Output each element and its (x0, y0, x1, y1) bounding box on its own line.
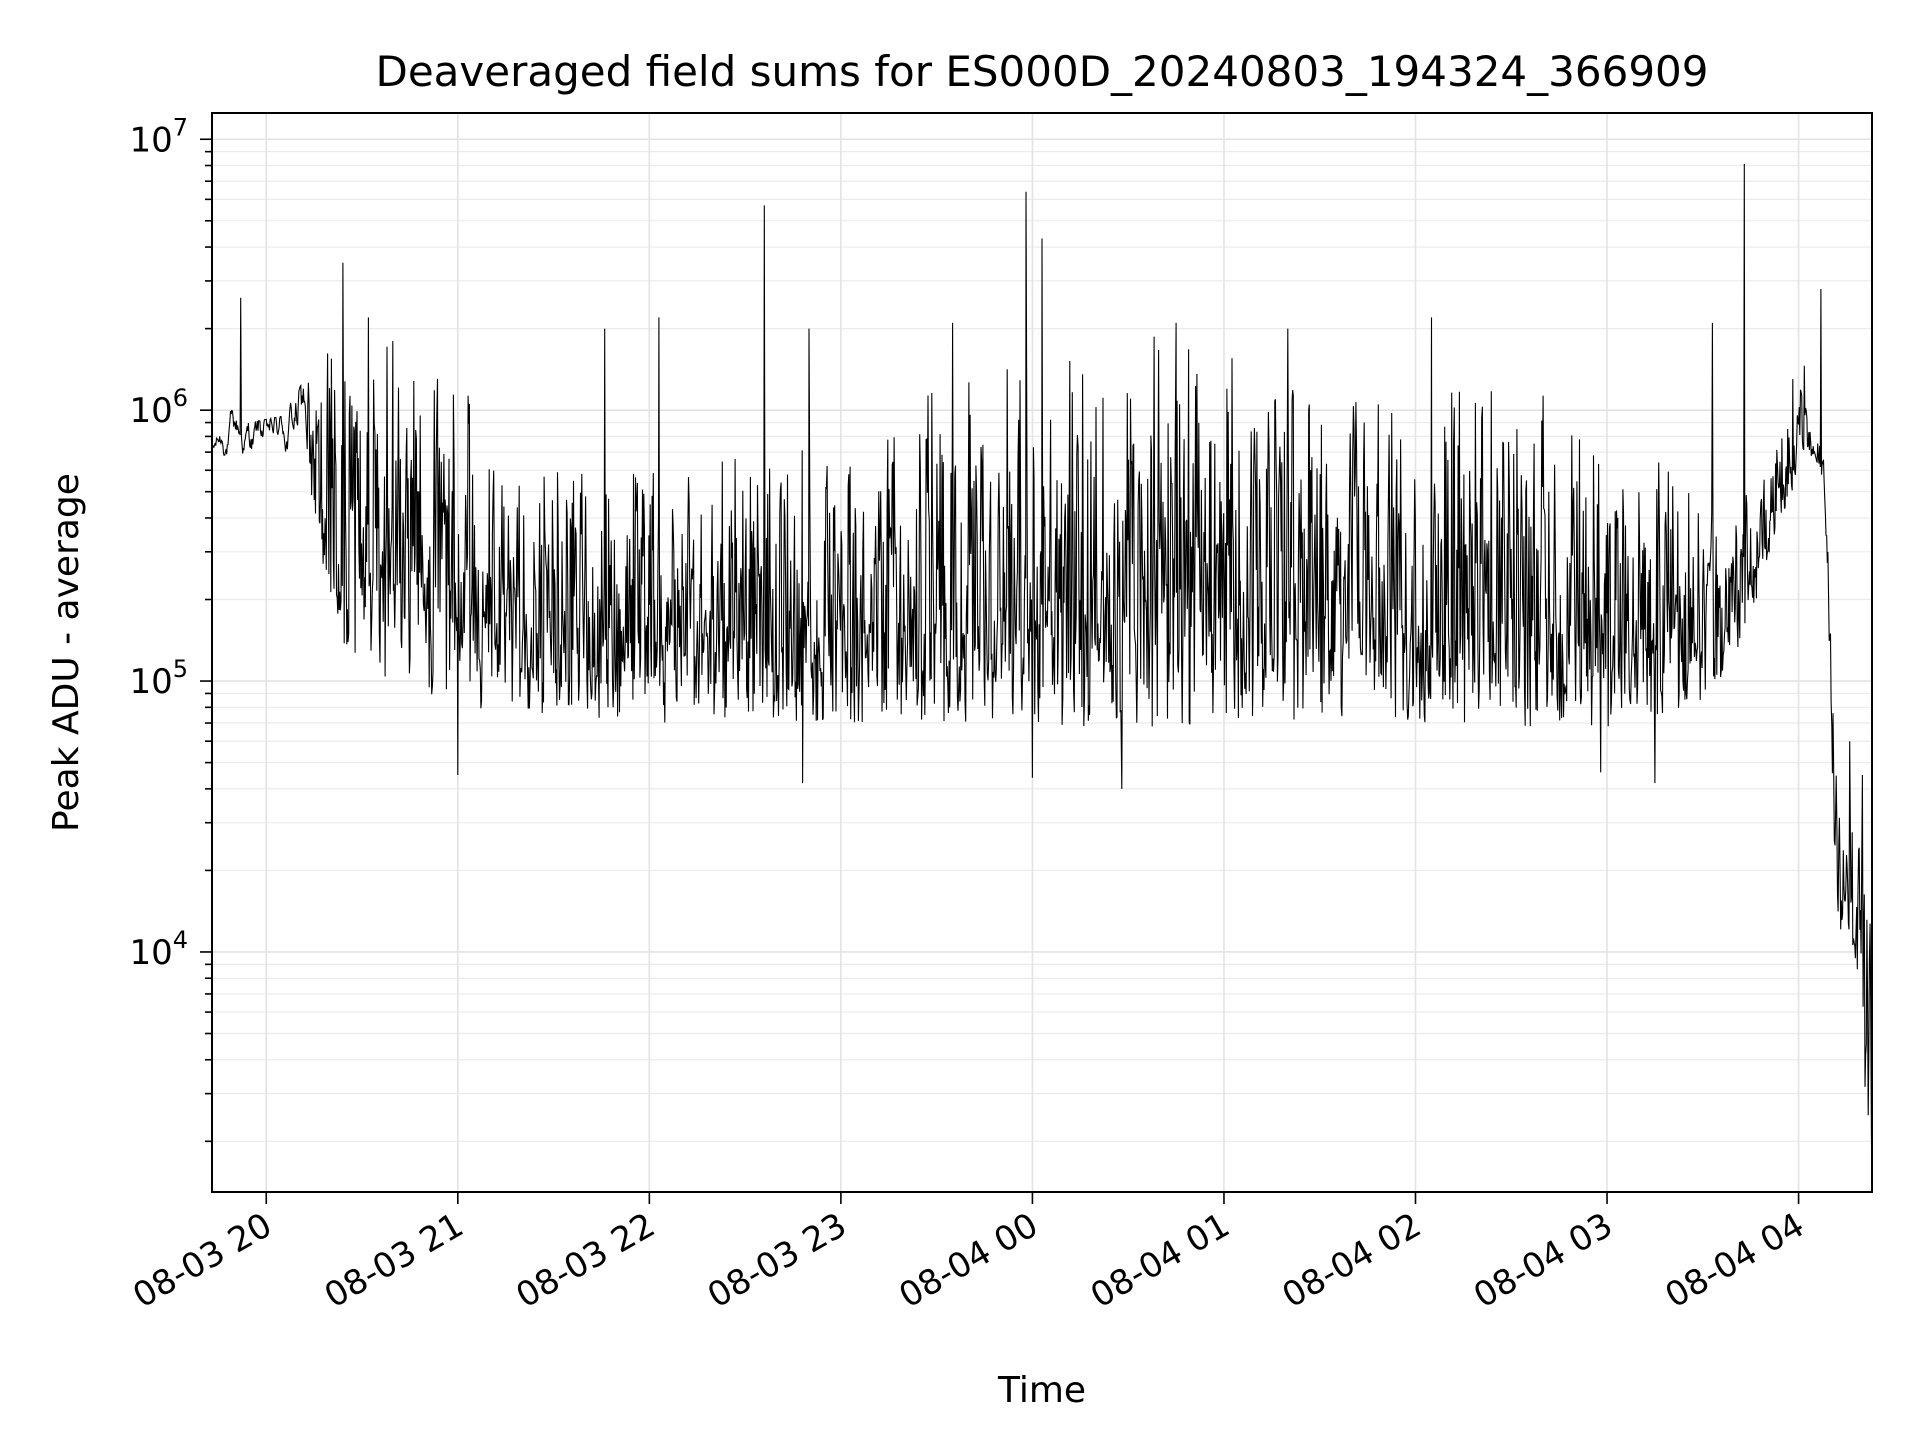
x-axis-label: Time (997, 1370, 1086, 1411)
x-tick-label: 08-03 21 (318, 1205, 470, 1316)
y-tick-label: 104 (129, 926, 188, 973)
x-tick-label: 08-03 22 (509, 1205, 661, 1316)
chart-title: Deaveraged field sums for ES000D_2024080… (376, 47, 1709, 96)
x-tick-label: 08-04 03 (1467, 1205, 1619, 1316)
series-line (211, 163, 1873, 1193)
y-tick-label: 106 (129, 384, 188, 431)
x-tick-label: 08-03 20 (126, 1205, 278, 1316)
y-tick-label: 107 (129, 113, 188, 160)
ticks: 104 105 106 107 08-03 20 08-03 21 08-03 22 08-0… (126, 113, 1811, 1316)
x-tick-label: 08-03 23 (701, 1205, 853, 1316)
x-tick-label: 08-04 01 (1084, 1205, 1236, 1316)
plot-frame (211, 112, 1873, 1193)
y-tick-label: 105 (129, 655, 188, 702)
x-tick-label: 08-04 00 (893, 1205, 1045, 1316)
series-layer (211, 163, 1873, 1193)
x-tick-label: 08-04 02 (1276, 1205, 1428, 1316)
x-tick-label: 08-04 04 (1659, 1205, 1811, 1316)
y-axis-label: Peak ADU - average (46, 473, 87, 832)
